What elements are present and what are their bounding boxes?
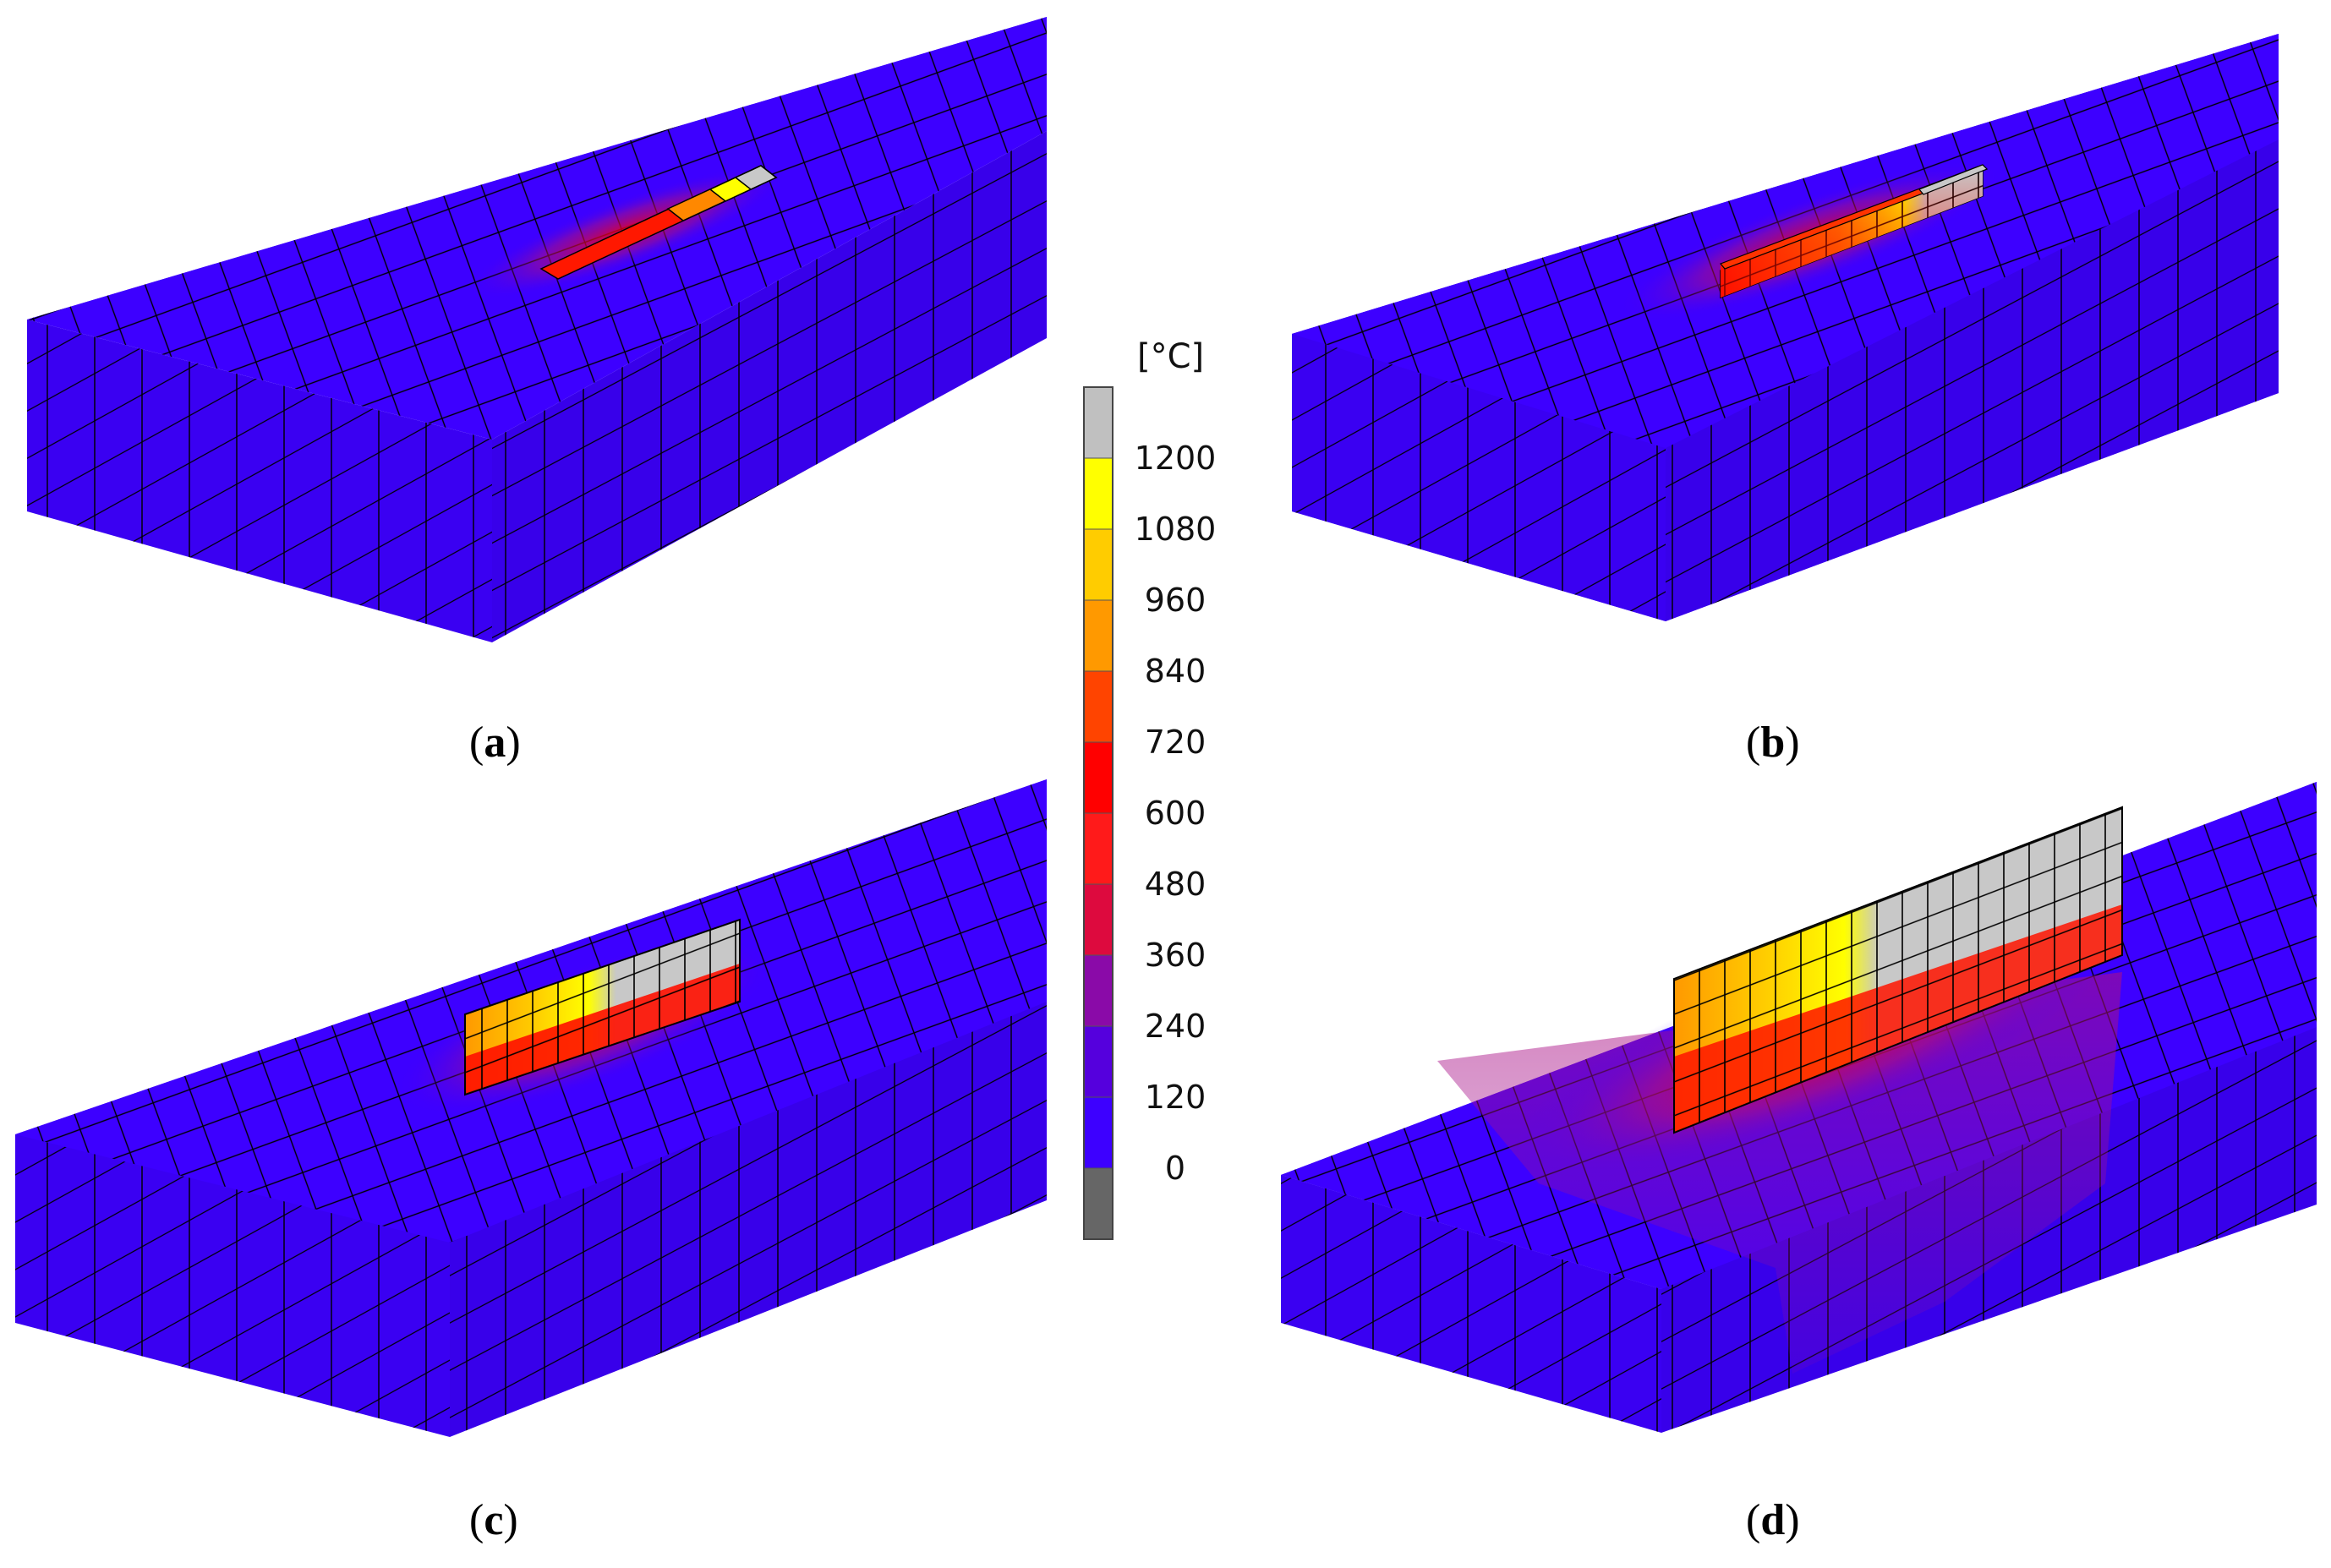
colorbar-swatch: [1083, 883, 1114, 956]
colorbar-tick-label: 480: [1145, 866, 1207, 903]
colorbar-tick-label: 960: [1145, 582, 1207, 619]
panel-d: (d): [1281, 782, 2317, 1544]
colorbar-tick-label: 120: [1145, 1079, 1207, 1116]
deposit-wall: [1719, 164, 1989, 299]
deposit-wall: [1673, 806, 2123, 1134]
colorbar-swatch: [1083, 1167, 1114, 1240]
colorbar-swatch: [1083, 741, 1114, 814]
colorbar-swatch: [1083, 599, 1114, 672]
panel-a: (a): [27, 17, 1047, 767]
deposit-wall: [464, 918, 741, 1096]
colorbar-frame: [1083, 386, 1114, 1240]
colorbar-tick-label: 720: [1145, 724, 1207, 761]
colorbar-tick-label: 600: [1145, 795, 1207, 832]
deposit-bead: [539, 165, 778, 280]
colorbar-swatch: [1083, 812, 1114, 885]
colorbar-tick-label: 1080: [1135, 511, 1217, 548]
colorbar-swatch: [1083, 386, 1114, 459]
colorbar-swatch: [1083, 1096, 1114, 1169]
panel-c: (c): [15, 779, 1047, 1544]
caption-a: (a): [469, 718, 521, 767]
colorbar-swatch: [1083, 457, 1114, 530]
legend-unit: [°C]: [1137, 337, 1204, 376]
colorbar-swatch: [1083, 1025, 1114, 1098]
caption-b: (b): [1746, 718, 1800, 767]
colorbar-tick-label: 0: [1165, 1150, 1185, 1187]
colorbar-swatch: [1083, 954, 1114, 1027]
caption-d: (d): [1746, 1496, 1800, 1544]
colorbar-tick-label: 240: [1145, 1008, 1207, 1045]
colorbar-swatch: [1083, 528, 1114, 601]
panel-b: (b): [1292, 34, 2279, 767]
colorbar-swatch: [1083, 670, 1114, 743]
colorbar-tick-label: 840: [1145, 653, 1207, 690]
colorbar-tick-label: 1200: [1135, 440, 1217, 477]
caption-c: (c): [469, 1496, 518, 1544]
colorbar-tick-label: 360: [1145, 937, 1207, 974]
